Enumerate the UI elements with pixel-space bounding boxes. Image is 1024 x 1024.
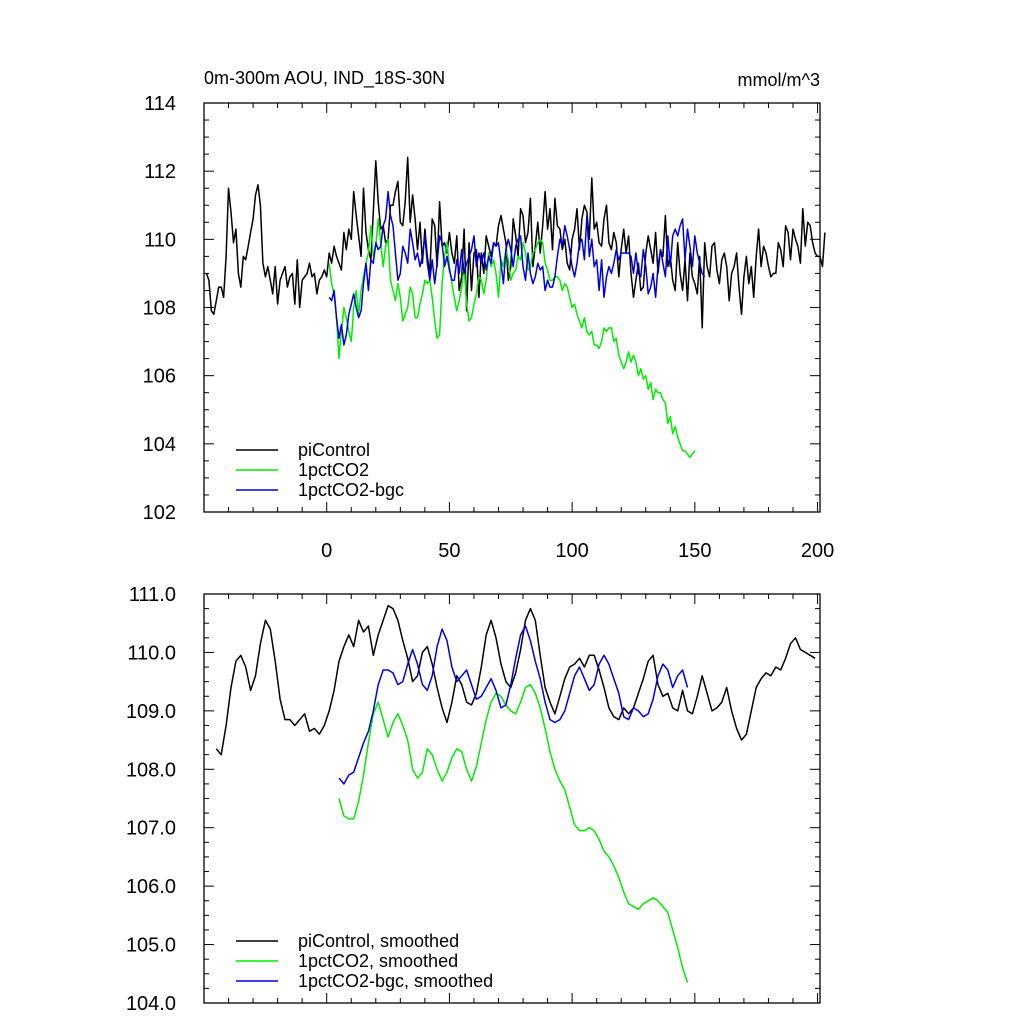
y-tick-label: 109.0 [126,701,176,723]
legend-label: 1pctCO2-bgc, smoothed [298,971,493,991]
y-tick-label: 110 [144,229,176,251]
top-series-1pctco2-bgc [328,190,706,346]
top-series-picontrol [205,156,826,329]
legend-label: 1pctCO2, smoothed [298,951,458,971]
y-tick-label: 111.0 [129,584,176,606]
y-tick-label: 104 [143,434,176,456]
legend-label: piControl [298,440,370,460]
y-tick-label: 114 [144,93,176,115]
bottom-ticks: 104.0 105.0 106.0 107.0 108.0 109.0 110.0 111.0 [126,584,820,1015]
y-tick-label: 110.0 [127,642,176,664]
y-tick-label: 105.0 [126,935,176,957]
legend-label: piControl, smoothed [298,931,459,951]
top-title: 0m-300m AOU, IND_18S-30N [204,68,445,89]
y-tick-label: 106.0 [126,876,176,898]
bottom-plot-frame [203,593,821,1004]
y-tick-label: 106 [143,366,176,388]
top-series-1pctco2 [328,218,696,459]
bottom-series-1pctco2-smoothed [338,683,689,983]
x-tick-label: 100 [555,540,588,562]
x-tick-label: 0 [321,540,332,562]
y-tick-label: 108 [143,298,176,320]
y-tick-label: 107.0 [126,818,176,840]
y-tick-label: 108.0 [126,759,176,781]
bottom-panel: 104.0 105.0 106.0 107.0 108.0 109.0 110.0 111.0… [126,584,821,1015]
y-tick-label: 112 [144,161,176,183]
top-plot-frame [203,102,821,513]
bottom-series [215,604,816,983]
top-units: mmol/m^3 [738,70,820,90]
bottom-series-1pctco2-bgc-smoothed [338,625,689,785]
legend-label: 1pctCO2 [298,460,369,480]
bottom-series-picontrol-smoothed [215,604,816,756]
top-panel: 0m-300m AOU, IND_18S-30N mmol/m^3 102 104… [143,68,835,562]
x-tick-label: 50 [438,540,460,562]
legend-label: 1pctCO2-bgc [298,480,404,500]
top-series [205,156,826,459]
x-tick-label: 150 [678,540,711,562]
y-tick-label: 102 [143,502,176,524]
x-tick-label: 200 [801,540,834,562]
y-tick-label: 104.0 [126,993,176,1015]
top-ticks: 102 104 106 108 110 112 114 0 50 100 150 200 [143,93,835,562]
